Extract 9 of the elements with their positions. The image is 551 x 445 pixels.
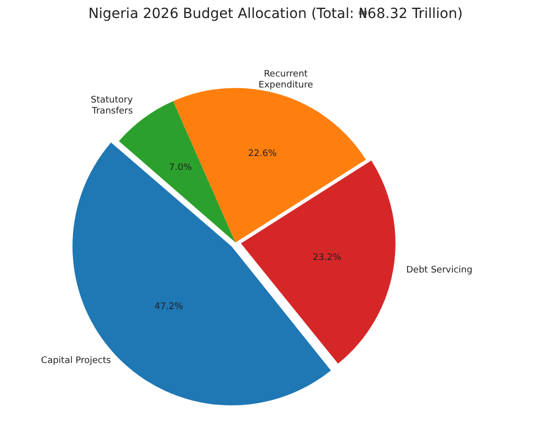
- slice-label: Statutory Transfers: [90, 96, 134, 117]
- slice-label: Debt Servicing: [406, 265, 472, 276]
- data-label: 22.6%: [248, 149, 278, 160]
- data-label: 7.0%: [169, 163, 192, 174]
- data-label: 23.2%: [312, 252, 342, 263]
- slice-label: Capital Projects: [41, 356, 112, 366]
- chart-title: Nigeria 2026 Budget Allocation (Total: ₦68.32 Trillion): [87, 6, 464, 22]
- data-label: 47.2%: [154, 302, 184, 312]
- slice-label: Recurrent Expenditure: [258, 70, 314, 91]
